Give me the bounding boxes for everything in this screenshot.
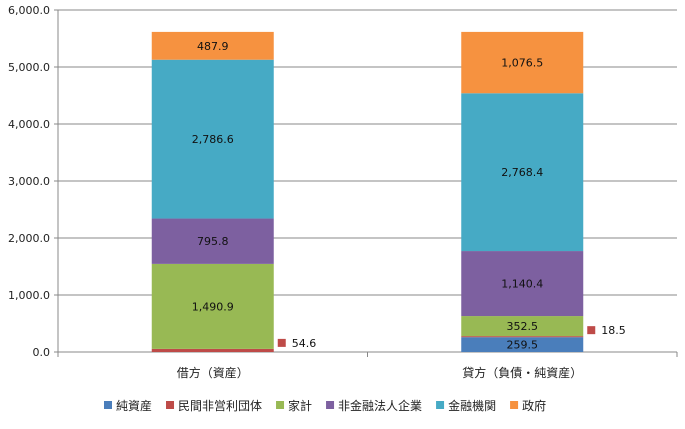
bar-segment xyxy=(461,93,584,252)
y-tick-label: 0.0 xyxy=(33,346,51,359)
legend-label: 純資産 xyxy=(116,398,152,413)
legend-swatch xyxy=(104,401,112,409)
x-tick-label: 借方（資産） xyxy=(177,365,249,380)
bar-segment xyxy=(151,31,274,60)
data-label: 1,140.4 xyxy=(501,278,543,291)
bar-segment xyxy=(461,337,584,352)
data-label: 352.5 xyxy=(507,320,539,333)
x-tick-label: 貸方（負債・純資産） xyxy=(462,365,582,380)
data-label: 1,490.9 xyxy=(192,300,234,313)
y-tick-label: 4,000.0 xyxy=(8,118,50,131)
bar-segment xyxy=(461,316,584,337)
y-tick-label: 6,000.0 xyxy=(8,4,50,17)
bar-segment xyxy=(151,263,274,349)
gridlines xyxy=(58,9,677,296)
legend-label: 民間非営利団体 xyxy=(178,399,262,413)
bar-segment xyxy=(151,348,274,352)
legend-swatch xyxy=(326,401,335,409)
data-labels: 54.6 1,490.9 795.8 2,786.6 487.9 259.5 18.5 352… xyxy=(192,40,626,352)
bar-segment xyxy=(461,251,584,317)
y-tick-label: 3,000.0 xyxy=(8,175,50,188)
data-label: 2,768.4 xyxy=(501,166,543,179)
data-label: 2,786.6 xyxy=(192,133,234,146)
bar-segment xyxy=(461,336,584,338)
legend-swatch xyxy=(510,401,519,409)
bar-segment xyxy=(461,31,584,94)
data-label: 795.8 xyxy=(197,235,229,248)
y-tick-label: 1,000.0 xyxy=(8,289,50,302)
data-marker xyxy=(587,326,596,335)
legend-swatch xyxy=(166,401,175,409)
data-label: 487.9 xyxy=(197,40,229,53)
y-tick-label: 5,000.0 xyxy=(8,61,50,74)
data-label: 1,076.5 xyxy=(501,57,543,70)
data-marker xyxy=(277,338,286,347)
data-label: 18.5 xyxy=(601,324,626,337)
bar-segment xyxy=(151,59,274,219)
bars xyxy=(151,31,584,352)
legend-swatch xyxy=(436,401,445,409)
legend-label: 政府 xyxy=(522,398,546,413)
legend: 純資産 民間非営利団体 家計 非金融法人企業 金融機関 政府 xyxy=(104,398,546,413)
bar-segment xyxy=(151,218,274,264)
legend-label: 非金融法人企業 xyxy=(338,398,422,413)
axes: 0.0 1,000.0 2,000.0 3,000.0 4,000.0 5,000.0 6,… xyxy=(8,4,678,380)
data-label: 54.6 xyxy=(292,337,317,350)
legend-label: 家計 xyxy=(288,398,312,413)
y-tick-label: 2,000.0 xyxy=(8,232,50,245)
legend-swatch xyxy=(276,401,285,409)
data-label: 259.5 xyxy=(507,339,539,352)
legend-label: 金融機関 xyxy=(448,398,496,413)
